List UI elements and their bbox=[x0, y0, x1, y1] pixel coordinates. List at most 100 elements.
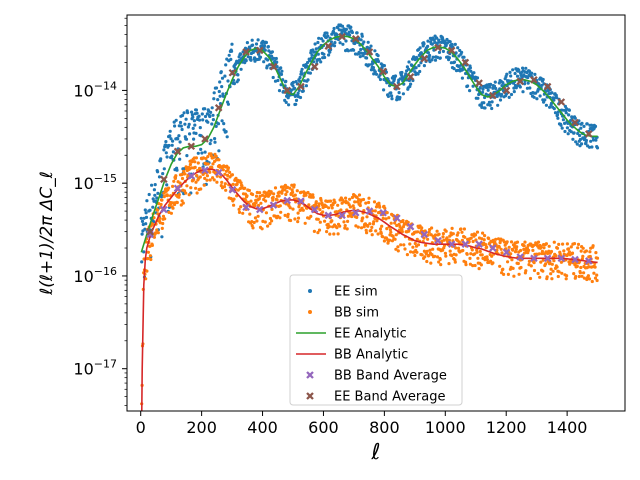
scatter-point bbox=[580, 274, 584, 278]
scatter-point bbox=[327, 206, 331, 210]
scatter-point bbox=[550, 91, 554, 95]
scatter-point bbox=[461, 248, 465, 253]
scatter-point bbox=[482, 101, 486, 105]
scatter-point bbox=[374, 205, 379, 209]
scatter-point bbox=[332, 26, 336, 31]
scatter-point bbox=[450, 226, 454, 230]
scatter-point bbox=[542, 246, 546, 250]
scatter-point bbox=[155, 228, 159, 232]
scatter-point bbox=[524, 269, 528, 273]
scatter-point bbox=[501, 81, 505, 85]
scatter-point bbox=[470, 248, 474, 252]
scatter-point bbox=[428, 53, 432, 58]
scatter-point bbox=[441, 235, 445, 239]
scatter-point bbox=[259, 201, 263, 205]
scatter-point bbox=[576, 242, 581, 246]
scatter-point bbox=[523, 82, 527, 86]
scatter-point bbox=[369, 44, 373, 48]
scatter-point bbox=[552, 107, 556, 111]
scatter-point bbox=[162, 167, 166, 171]
scatter-point bbox=[295, 189, 299, 193]
scatter-point bbox=[154, 231, 158, 235]
scatter-point bbox=[153, 183, 157, 187]
scatter-point bbox=[393, 74, 398, 78]
scatter-point bbox=[250, 38, 254, 42]
scatter-point bbox=[358, 55, 362, 59]
scatter-point bbox=[480, 237, 484, 241]
scatter-point bbox=[221, 168, 225, 172]
scatter-point bbox=[498, 264, 502, 268]
band-average-marker bbox=[214, 168, 223, 177]
scatter-point bbox=[521, 90, 525, 94]
scatter-point bbox=[174, 174, 178, 178]
scatter-point bbox=[203, 114, 208, 119]
scatter-point bbox=[563, 121, 567, 125]
band-average-marker bbox=[228, 68, 237, 77]
scatter-point bbox=[509, 240, 514, 244]
scatter-point bbox=[208, 178, 212, 182]
scatter-point bbox=[338, 224, 342, 228]
scatter-point bbox=[464, 263, 468, 267]
scatter-point bbox=[328, 50, 332, 54]
scatter-point bbox=[190, 160, 194, 164]
scatter-point bbox=[236, 73, 240, 77]
scatter-point bbox=[140, 439, 143, 442]
scatter-point bbox=[499, 247, 503, 251]
scatter-point bbox=[220, 85, 224, 89]
scatter-point bbox=[348, 197, 352, 201]
scatter-point bbox=[496, 103, 500, 107]
band-average-marker bbox=[160, 205, 168, 214]
scatter-point bbox=[254, 201, 258, 205]
scatter-point bbox=[173, 202, 177, 207]
scatter-point bbox=[465, 252, 469, 256]
scatter-point bbox=[276, 78, 280, 83]
scatter-point bbox=[319, 198, 323, 202]
scatter-point bbox=[307, 203, 311, 207]
scatter-point bbox=[370, 233, 374, 237]
scatter-point bbox=[296, 216, 301, 220]
scatter-point bbox=[495, 248, 499, 252]
scatter-point bbox=[481, 231, 485, 235]
scatter-point bbox=[335, 226, 339, 230]
scatter-point bbox=[435, 255, 440, 259]
scatter-point bbox=[278, 216, 282, 220]
scatter-point bbox=[441, 49, 445, 54]
scatter-point bbox=[211, 162, 215, 166]
scatter-point bbox=[213, 137, 217, 141]
scatter-point bbox=[449, 61, 453, 65]
scatter-point bbox=[528, 86, 532, 90]
scatter-point bbox=[388, 238, 392, 242]
band-average-marker bbox=[406, 222, 415, 231]
scatter-point bbox=[456, 231, 460, 235]
scatter-point bbox=[513, 250, 518, 254]
scatter-point bbox=[544, 262, 548, 266]
band-average-marker bbox=[351, 208, 360, 217]
scatter-point bbox=[431, 247, 435, 251]
scatter-point bbox=[593, 265, 597, 269]
scatter-point bbox=[561, 118, 566, 122]
scatter-point bbox=[390, 94, 394, 98]
scatter-point bbox=[293, 193, 297, 197]
scatter-point bbox=[422, 64, 426, 68]
scatter-point bbox=[144, 211, 148, 215]
scatter-point bbox=[565, 107, 569, 111]
scatter-point bbox=[397, 91, 401, 95]
x-tick-label: 0 bbox=[136, 418, 146, 437]
scatter-point bbox=[283, 213, 287, 217]
scatter-point bbox=[167, 186, 171, 190]
scatter-point bbox=[239, 67, 243, 71]
scatter-point bbox=[198, 166, 202, 171]
legend-label: EE Analytic bbox=[334, 327, 407, 342]
scatter-point bbox=[201, 156, 206, 160]
scatter-point bbox=[185, 184, 189, 188]
band-average-marker bbox=[530, 254, 538, 263]
scatter-point bbox=[328, 232, 332, 236]
scatter-point bbox=[578, 137, 583, 142]
legend-entry: BB Band Average bbox=[306, 369, 447, 384]
scatter-point bbox=[420, 226, 424, 230]
legend: EE sim BB sim EE Analytic BB Analytic BB Ban… bbox=[289, 274, 463, 406]
scatter-point bbox=[298, 95, 303, 100]
scatter-point bbox=[555, 96, 559, 100]
scatter-point bbox=[489, 259, 493, 263]
scatter-point bbox=[270, 54, 274, 58]
